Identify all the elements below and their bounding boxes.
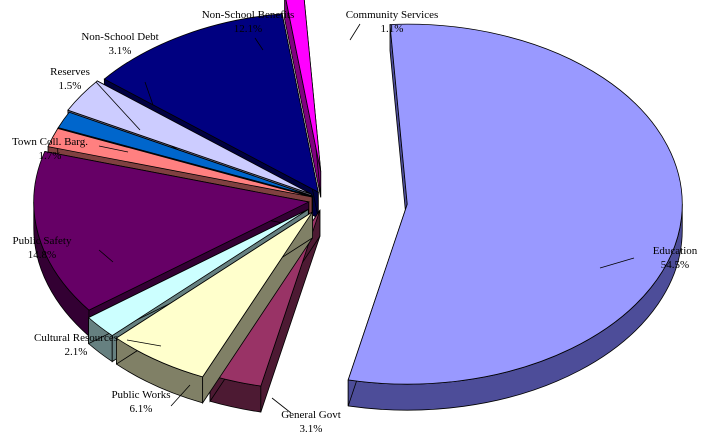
leader-non-school-benefits: [254, 37, 264, 51]
label-general-govt: General Govt 3.1%: [281, 409, 341, 435]
label-value-community-services: 1.1%: [381, 23, 404, 35]
slice-top-cultural-resources: [87, 209, 309, 337]
leader-cultural-resources: [126, 339, 162, 347]
label-value-general-govt: 3.1%: [300, 423, 323, 435]
leader-town-coll-barg: [98, 145, 129, 153]
leader-public-works: [170, 384, 191, 407]
label-value-town-coll-barg: 1.7%: [39, 150, 62, 162]
label-name-general-govt: General Govt: [281, 409, 341, 421]
slice-top-public-works: [115, 211, 313, 378]
label-cultural-resources: Cultural Resources 2.1%: [34, 332, 118, 358]
slice-labels: Education 54.5% General Govt 3.1% Public Wor…: [12, 9, 698, 435]
label-name-cultural-resources: Cultural Resources: [34, 332, 118, 344]
slices-layer: [33, 0, 683, 413]
slice-top-education: [347, 23, 683, 385]
slice-top-town-coll-barg: [47, 128, 313, 198]
label-value-non-school-benefits: 12.1%: [234, 23, 262, 35]
label-value-reserves: 1.5%: [59, 80, 82, 92]
label-education: Education 54.5%: [653, 245, 698, 271]
label-name-community-services: Community Services: [346, 9, 439, 21]
slice-top-reserves: [57, 111, 313, 197]
leader-non-school-debt: [144, 81, 154, 106]
leader-general-govt: [271, 397, 292, 414]
leader-education: [599, 257, 635, 269]
label-name-non-school-debt: Non-School Debt: [81, 31, 158, 43]
label-name-public-works: Public Works: [111, 389, 170, 401]
label-value-non-school-debt: 3.1%: [109, 45, 132, 57]
label-reserves: Reserves 1.5%: [50, 66, 90, 92]
slice-community-services: [284, 0, 322, 198]
label-name-reserves: Reserves: [50, 66, 90, 78]
slice-top-community-services: [285, 0, 322, 172]
leader-community-services: [349, 23, 361, 41]
leader-public-safety: [98, 249, 114, 263]
leader-reserves: [95, 81, 141, 131]
label-name-town-coll-barg: Town Coll. Barg.: [12, 136, 88, 148]
label-town-coll-barg: Town Coll. Barg. 1.7%: [12, 136, 88, 162]
label-non-school-benefits: Non-School Benefits 12.1%: [202, 9, 295, 35]
label-public-works: Public Works 6.1%: [111, 389, 170, 415]
label-public-safety: Public Safety 14.8%: [13, 235, 72, 261]
leader-lines: [95, 23, 635, 414]
label-non-school-debt: Non-School Debt 3.1%: [81, 31, 158, 57]
slice-education: [347, 23, 683, 411]
label-name-non-school-benefits: Non-School Benefits: [202, 9, 295, 21]
label-name-public-safety: Public Safety: [13, 235, 72, 247]
slice-public-works: [115, 210, 313, 405]
label-value-education: 54.5%: [661, 259, 689, 271]
slice-top-non-school-debt: [67, 80, 312, 195]
label-value-public-works: 6.1%: [130, 403, 153, 415]
label-value-public-safety: 14.8%: [28, 249, 56, 261]
label-name-education: Education: [653, 245, 698, 257]
slice-top-public-safety: [33, 151, 311, 311]
slice-top-non-school-benefits: [103, 13, 319, 193]
label-community-services: Community Services 1.1%: [346, 9, 439, 35]
label-value-cultural-resources: 2.1%: [65, 346, 88, 358]
